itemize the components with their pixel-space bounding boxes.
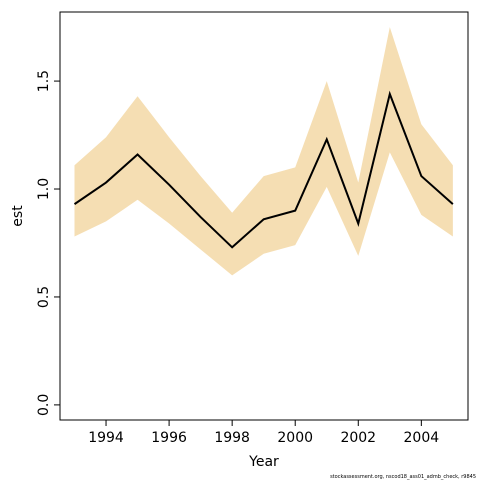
y-tick-label: 1.0 — [36, 178, 52, 200]
x-tick-label: 2004 — [404, 430, 440, 446]
x-tick-label: 1994 — [88, 430, 124, 446]
x-tick-label: 1998 — [214, 430, 250, 446]
x-tick-label: 2002 — [340, 430, 376, 446]
y-tick-label: 0.5 — [36, 286, 52, 308]
confidence-band — [74, 27, 453, 276]
x-tick-label: 2000 — [277, 430, 313, 446]
y-tick-label: 1.5 — [36, 70, 52, 92]
footer: stockassessment.org, nscod18_ass01_admb_… — [330, 474, 476, 480]
y-axis-label: est — [10, 205, 26, 227]
line — [73, 90, 454, 249]
x-axis-label: Year — [248, 454, 279, 470]
x-tick-label: 1996 — [151, 430, 187, 446]
y-tick-label: 0.0 — [36, 394, 52, 416]
